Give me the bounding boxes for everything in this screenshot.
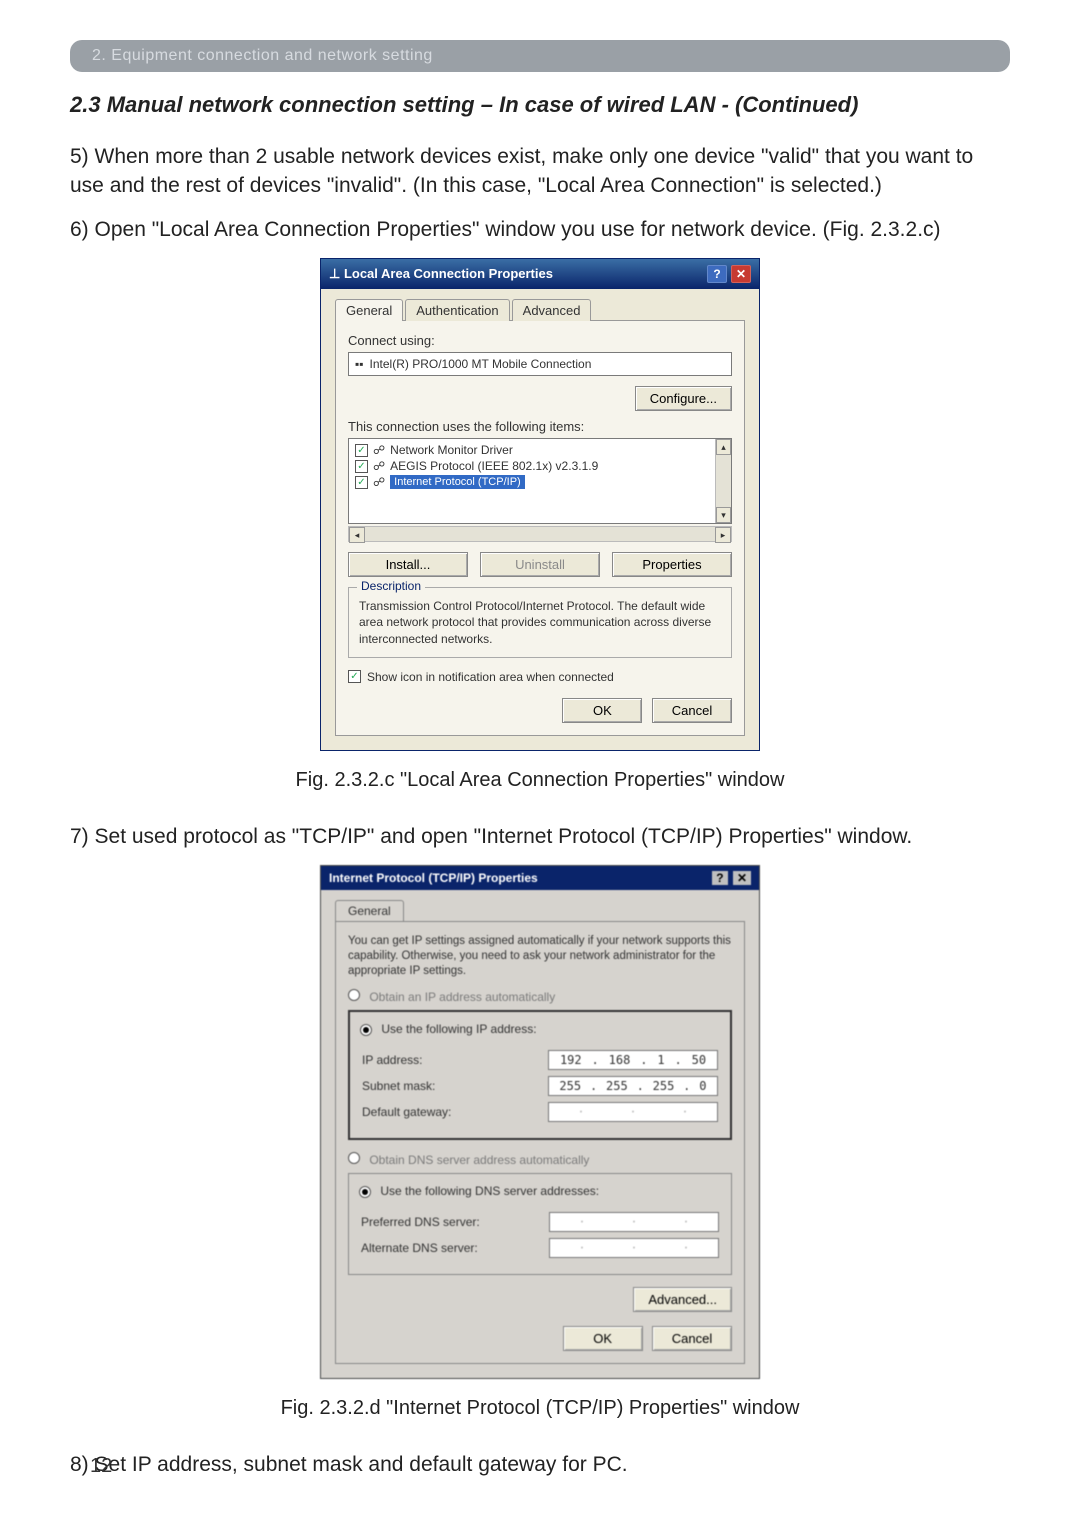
alternate-dns-field[interactable]: ··· (549, 1238, 719, 1258)
dns-group: Use the following DNS server addresses: … (348, 1173, 732, 1275)
chapter-header: 2. Equipment connection and network sett… (70, 40, 1010, 72)
radio-icon[interactable] (359, 1186, 371, 1198)
scroll-down-icon[interactable]: ▾ (716, 507, 731, 523)
radio-icon (348, 1152, 360, 1164)
cancel-button[interactable]: Cancel (652, 1326, 732, 1351)
description-text: Transmission Control Protocol/Internet P… (359, 598, 721, 647)
scroll-up-icon[interactable]: ▴ (716, 439, 731, 455)
show-icon-checkbox[interactable]: ✓ Show icon in notification area when co… (348, 670, 732, 684)
uninstall-button: Uninstall (480, 552, 600, 577)
close-icon[interactable]: ✕ (731, 265, 751, 283)
local-area-connection-dialog: ⊥ Local Area Connection Properties ? ✕ G… (320, 258, 760, 751)
subnet-mask-label: Subnet mask: (362, 1079, 435, 1093)
paragraph-7: 7) Set used protocol as "TCP/IP" and ope… (70, 822, 1010, 851)
default-gateway-label: Default gateway: (362, 1105, 451, 1119)
tcpip-description: You can get IP settings assigned automat… (348, 934, 732, 979)
item-aegis[interactable]: ✓☍AEGIS Protocol (IEEE 802.1x) v2.3.1.9 (353, 458, 727, 474)
figure-caption-1: Fig. 2.3.2.c "Local Area Connection Prop… (70, 769, 1010, 792)
ip-address-field[interactable]: 192. 168. 1. 50 (548, 1050, 718, 1070)
radio-icon[interactable] (360, 1024, 372, 1036)
description-group: Description Transmission Control Protoco… (348, 587, 732, 658)
page-number: 12 (90, 1455, 112, 1478)
checkbox-icon[interactable]: ✓ (355, 460, 368, 473)
adapter-field: ▪▪ Intel(R) PRO/1000 MT Mobile Connectio… (348, 352, 732, 376)
cancel-button[interactable]: Cancel (652, 698, 732, 723)
dialog-tabs: General Authentication Advanced (335, 299, 745, 321)
ok-button[interactable]: OK (562, 698, 642, 723)
items-listbox[interactable]: ✓☍Network Monitor Driver ✓☍AEGIS Protoco… (348, 438, 732, 524)
alternate-dns-label: Alternate DNS server: (361, 1241, 478, 1255)
subnet-mask-field[interactable]: 255. 255. 255. 0 (548, 1076, 718, 1096)
preferred-dns-field[interactable]: ··· (549, 1212, 719, 1232)
tcpip-properties-dialog: Internet Protocol (TCP/IP) Properties ? … (320, 865, 760, 1379)
show-icon-label: Show icon in notification area when conn… (367, 670, 614, 684)
radio-icon[interactable] (348, 989, 360, 1001)
dialog-title-text: Internet Protocol (TCP/IP) Properties (329, 871, 538, 885)
tab-general[interactable]: General (335, 900, 404, 921)
ok-button[interactable]: OK (563, 1326, 643, 1351)
checkbox-icon[interactable]: ✓ (355, 476, 368, 489)
help-icon[interactable]: ? (707, 265, 727, 283)
dialog-title-bar: Internet Protocol (TCP/IP) Properties ? … (321, 866, 759, 890)
horizontal-scrollbar[interactable]: ◂ ▸ (348, 526, 732, 542)
checkbox-icon[interactable]: ✓ (355, 444, 368, 457)
properties-button[interactable]: Properties (612, 552, 732, 577)
scroll-right-icon[interactable]: ▸ (715, 527, 731, 543)
description-title: Description (357, 579, 425, 593)
dialog-title-text: ⊥ Local Area Connection Properties (329, 266, 553, 282)
ip-group: Use the following IP address: IP address… (348, 1010, 732, 1140)
paragraph-8: 8) Set IP address, subnet mask and defau… (70, 1450, 1010, 1479)
section-title: 2.3 Manual network connection setting – … (70, 92, 1010, 118)
connect-using-label: Connect using: (348, 333, 732, 348)
vertical-scrollbar[interactable]: ▴ ▾ (715, 439, 731, 523)
ip-address-label: IP address: (362, 1053, 422, 1067)
tab-authentication[interactable]: Authentication (405, 299, 509, 321)
paragraph-6: 6) Open "Local Area Connection Propertie… (70, 215, 1010, 244)
radio-obtain-dns: Obtain DNS server address automatically (348, 1152, 732, 1167)
radio-obtain-ip[interactable]: Obtain an IP address automatically (348, 989, 732, 1004)
advanced-button[interactable]: Advanced... (633, 1287, 732, 1312)
install-button[interactable]: Install... (348, 552, 468, 577)
radio-use-dns[interactable]: Use the following DNS server addresses: (355, 1184, 603, 1198)
preferred-dns-label: Preferred DNS server: (361, 1215, 480, 1229)
tab-general[interactable]: General (335, 299, 403, 321)
tab-advanced[interactable]: Advanced (512, 299, 592, 321)
close-icon[interactable]: ✕ (733, 871, 751, 885)
default-gateway-field[interactable]: ··· (548, 1102, 718, 1122)
scroll-left-icon[interactable]: ◂ (349, 527, 365, 543)
configure-button[interactable]: Configure... (635, 386, 732, 411)
help-icon[interactable]: ? (712, 871, 727, 885)
item-network-monitor[interactable]: ✓☍Network Monitor Driver (353, 442, 727, 458)
adapter-name: Intel(R) PRO/1000 MT Mobile Connection (370, 357, 592, 371)
figure-caption-2: Fig. 2.3.2.d "Internet Protocol (TCP/IP)… (70, 1397, 1010, 1420)
radio-use-ip[interactable]: Use the following IP address: (356, 1022, 541, 1036)
item-tcpip[interactable]: ✓☍Internet Protocol (TCP/IP) (353, 474, 727, 490)
paragraph-5: 5) When more than 2 usable network devic… (70, 142, 1010, 201)
adapter-icon: ▪▪ (355, 357, 364, 371)
dialog-title-bar: ⊥ Local Area Connection Properties ? ✕ (321, 259, 759, 289)
checkbox-icon[interactable]: ✓ (348, 670, 361, 683)
items-label: This connection uses the following items… (348, 419, 732, 434)
